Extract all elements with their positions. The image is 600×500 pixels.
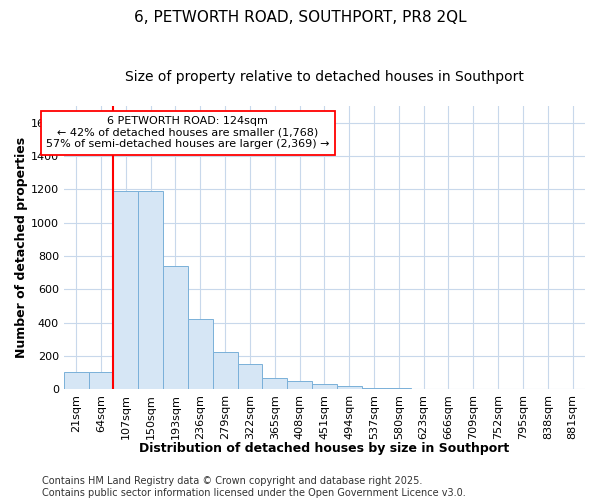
Bar xyxy=(287,381,312,389)
Text: Contains HM Land Registry data © Crown copyright and database right 2025.
Contai: Contains HM Land Registry data © Crown c… xyxy=(42,476,466,498)
Bar xyxy=(113,191,138,389)
Bar xyxy=(163,266,188,389)
Bar xyxy=(212,352,238,389)
Bar xyxy=(238,364,262,389)
Y-axis label: Number of detached properties: Number of detached properties xyxy=(15,137,28,358)
Bar xyxy=(312,384,337,389)
Bar xyxy=(386,388,411,389)
Bar xyxy=(64,372,89,389)
Title: Size of property relative to detached houses in Southport: Size of property relative to detached ho… xyxy=(125,70,524,84)
X-axis label: Distribution of detached houses by size in Southport: Distribution of detached houses by size … xyxy=(139,442,509,455)
Bar xyxy=(362,388,386,389)
Text: 6 PETWORTH ROAD: 124sqm
← 42% of detached houses are smaller (1,768)
57% of semi: 6 PETWORTH ROAD: 124sqm ← 42% of detache… xyxy=(46,116,329,150)
Bar xyxy=(337,386,362,389)
Bar xyxy=(188,320,212,389)
Bar xyxy=(138,191,163,389)
Bar xyxy=(262,378,287,389)
Text: 6, PETWORTH ROAD, SOUTHPORT, PR8 2QL: 6, PETWORTH ROAD, SOUTHPORT, PR8 2QL xyxy=(134,10,466,25)
Bar xyxy=(89,372,113,389)
